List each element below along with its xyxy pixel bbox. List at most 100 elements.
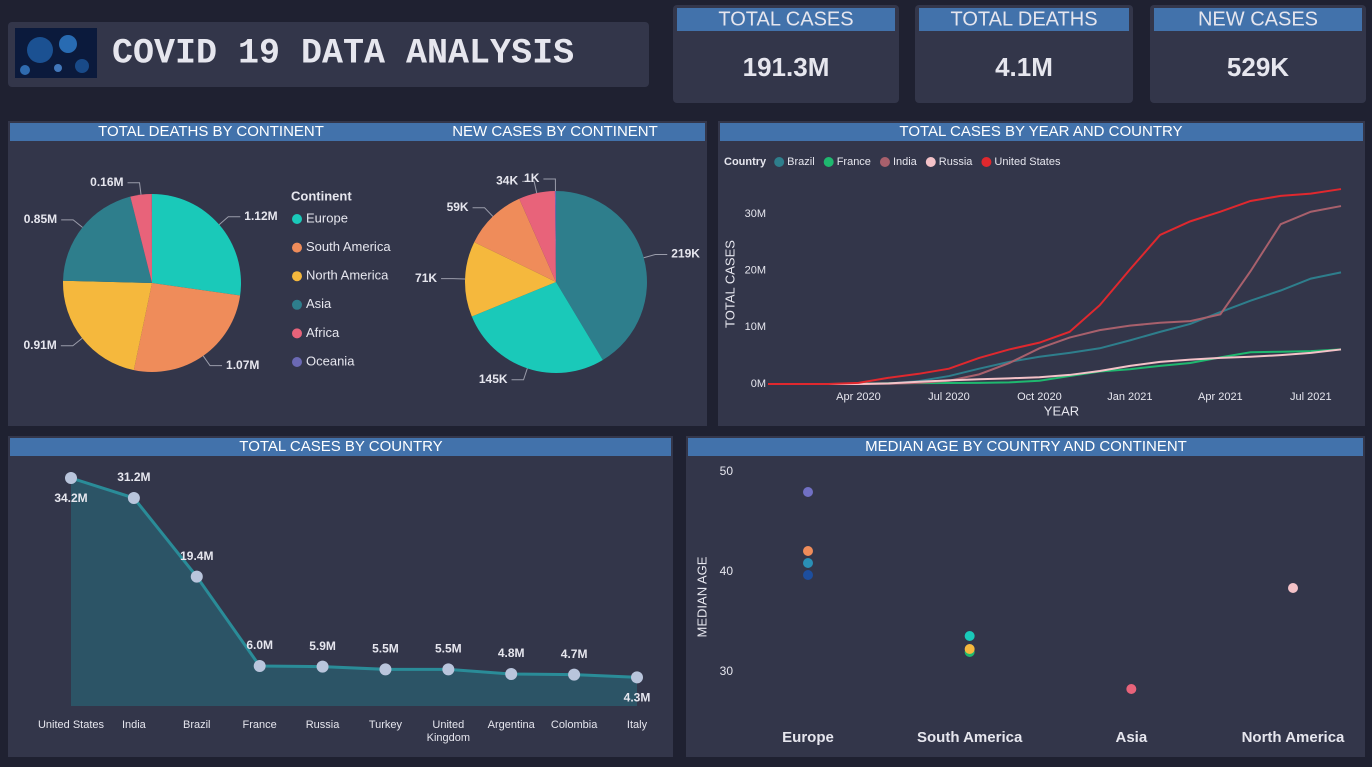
card-label: TOTAL DEATHS <box>950 8 1097 30</box>
y-tick-label: 0M <box>751 378 766 390</box>
x-tick-label: Oct 2020 <box>1017 391 1062 403</box>
scatter-panel <box>686 436 1365 757</box>
pie-slice <box>63 280 152 371</box>
legend-label: Europe <box>306 210 348 225</box>
pie-slice <box>556 191 647 361</box>
pie-slice <box>471 282 603 373</box>
scatter-point <box>964 631 975 641</box>
data-label: 6.0M <box>246 638 273 652</box>
data-label: 1.12M <box>244 209 277 223</box>
data-point <box>631 671 643 684</box>
data-label: 31.2M <box>117 470 150 484</box>
dashboard-title: COVID 19 DATA ANALYSIS <box>112 33 574 73</box>
pie-slice <box>152 194 241 296</box>
card-label: NEW CASES <box>1198 8 1318 30</box>
y-tick-label: 30M <box>745 208 766 220</box>
legend-marker <box>292 271 302 282</box>
card-header <box>1154 8 1362 31</box>
legend-label: Africa <box>306 325 340 340</box>
data-point <box>316 660 329 673</box>
data-label: 59K <box>447 200 469 214</box>
x-tick-label: South America <box>917 729 1023 746</box>
x-tick-label: North America <box>1242 729 1345 746</box>
data-point <box>568 668 581 681</box>
title-bar <box>720 123 1363 141</box>
legend-marker <box>823 157 834 167</box>
scatter-point <box>803 570 813 580</box>
data-label: 5.5M <box>372 642 399 656</box>
x-tick-label: France <box>242 719 277 731</box>
data-label: 34K <box>496 174 518 188</box>
area-line <box>70 476 638 679</box>
legend-marker <box>292 242 302 253</box>
legend-marker <box>981 157 992 167</box>
data-point <box>442 663 455 676</box>
leader-line <box>218 216 241 226</box>
y-tick-label: 20M <box>745 265 766 277</box>
card-value: 191.3M <box>743 52 830 82</box>
area-fill <box>71 478 637 706</box>
x-tick-label: Colombia <box>550 719 598 731</box>
data-point <box>190 570 203 583</box>
series-line <box>768 348 1342 385</box>
x-tick-label: Jul 2020 <box>928 391 970 403</box>
pie-slice <box>130 194 152 283</box>
title-bar <box>10 438 671 456</box>
leader-line <box>643 254 668 259</box>
legend-label: North America <box>306 268 389 283</box>
y-tick-label: 10M <box>745 321 766 333</box>
x-tick-label: Russia <box>305 719 340 731</box>
data-point <box>253 660 266 672</box>
legend-label: Russia <box>939 156 974 168</box>
data-point <box>127 492 140 504</box>
data-point <box>505 668 518 680</box>
chart-title: TOTAL CASES BY COUNTRY <box>239 438 442 455</box>
y-axis-title: MEDIAN AGE <box>694 556 709 637</box>
legend-label: France <box>837 156 871 168</box>
x-tick-label: United States <box>37 719 105 731</box>
x-tick-label: Asia <box>1115 729 1147 746</box>
y-axis-title: TOTAL CASES <box>722 240 737 328</box>
x-tick-label: India <box>121 719 146 731</box>
legend-marker <box>879 157 890 167</box>
data-label: 34.2M <box>54 491 87 505</box>
data-label: 0.91M <box>23 338 56 352</box>
pie-slice <box>465 242 556 317</box>
x-axis-title: YEAR <box>1044 403 1079 418</box>
leader-line <box>60 337 83 347</box>
data-point <box>65 472 77 484</box>
virus-image <box>15 28 97 78</box>
data-label: 1K <box>524 171 540 185</box>
legend-label: United States <box>994 156 1061 168</box>
data-label: 1.07M <box>226 358 259 372</box>
leader-line <box>522 180 538 194</box>
leader-line <box>511 368 528 381</box>
scatter-point <box>1288 583 1298 593</box>
header-panel <box>8 22 649 87</box>
pie-slice <box>554 191 556 282</box>
scatter-point <box>803 546 813 556</box>
legend-label: Oceania <box>306 353 355 368</box>
legend-label: South America <box>306 239 391 254</box>
card-value: 4.1M <box>995 52 1053 82</box>
data-label: 219K <box>671 247 700 261</box>
pie-slice <box>474 198 556 282</box>
x-tick-label: Apr 2021 <box>1198 391 1243 403</box>
legend-label: Asia <box>306 296 332 311</box>
chart-title: MEDIAN AGE BY COUNTRY AND CONTINENT <box>865 438 1187 455</box>
x-tick-label: Jan 2021 <box>1107 391 1152 403</box>
x-tick-label: Argentina <box>487 719 535 731</box>
data-label: 0.16M <box>90 175 123 189</box>
y-tick-label: 50 <box>720 464 734 478</box>
legend-label: India <box>893 156 918 168</box>
leader-line <box>127 182 142 195</box>
chart-title: TOTAL DEATHS BY CONTINENT <box>98 123 324 140</box>
chart-title: NEW CASES BY CONTINENT <box>452 123 658 140</box>
x-tick-label: Turkey <box>368 719 403 731</box>
x-tick-label: Jul 2021 <box>1290 391 1332 403</box>
legend-marker <box>292 299 302 310</box>
data-point <box>379 663 392 676</box>
card-header <box>677 8 895 31</box>
